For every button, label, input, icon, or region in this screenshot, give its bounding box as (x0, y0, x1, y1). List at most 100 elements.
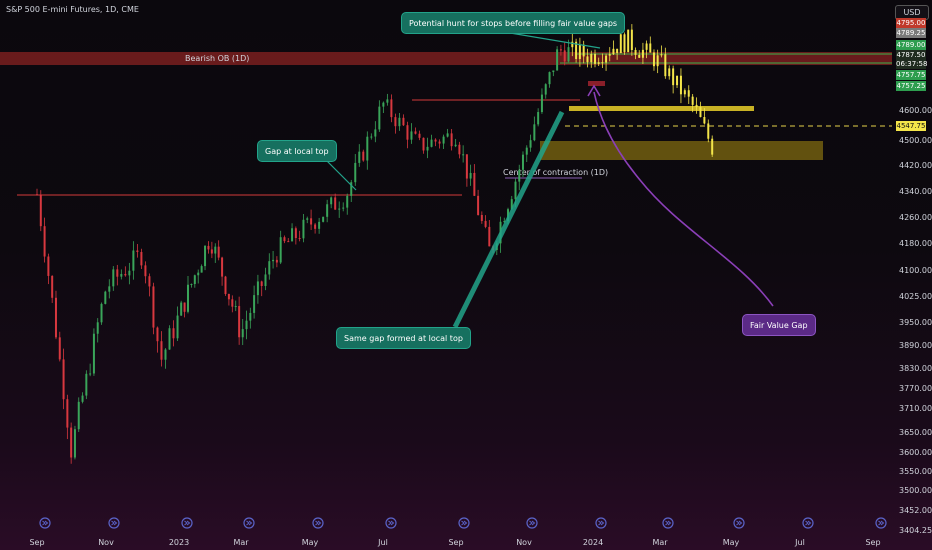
x-tick-label: Sep (29, 538, 44, 547)
x-tick-label: Mar (652, 538, 668, 547)
candle-body (279, 237, 282, 263)
candle-body (563, 50, 566, 62)
candle-body (645, 43, 648, 50)
candle-body (176, 315, 179, 339)
candle-body (386, 99, 389, 103)
event-marker-icon (181, 517, 193, 529)
candle-body (227, 293, 230, 300)
candle-body (366, 136, 369, 161)
candle-body (183, 302, 186, 312)
candle-body (330, 197, 333, 205)
candle-body (556, 49, 559, 71)
candle-body (43, 226, 46, 257)
candle-body (287, 241, 290, 243)
price-label-badge: 4789.00 (896, 40, 926, 50)
candle-body (148, 276, 151, 287)
candle-body (204, 245, 207, 267)
candle-body (66, 399, 69, 428)
event-marker-chevron (598, 520, 605, 526)
candle-body (707, 123, 710, 139)
candle-body (691, 96, 694, 105)
candle-body (318, 221, 321, 229)
x-tick-label: Sep (448, 538, 463, 547)
candle-body (552, 70, 555, 73)
arrow-gap-local-top (325, 159, 357, 191)
candle-body (473, 172, 476, 196)
fvg-zone-upper (569, 106, 754, 111)
candle-body (283, 237, 286, 242)
candle-body (92, 333, 95, 374)
event-marker-icon (243, 517, 255, 529)
candle-body (458, 144, 461, 155)
price-label-badge: 06:37:58 (896, 59, 928, 69)
candle-body (358, 151, 361, 163)
candle-body (96, 322, 99, 334)
event-marker-chevron (184, 520, 191, 526)
candle-body (275, 259, 278, 263)
candle-body (679, 75, 682, 95)
candle-body (484, 220, 487, 227)
event-marker-chevron (805, 520, 812, 526)
candle-body (687, 90, 690, 97)
arrow-same-gap (452, 110, 565, 329)
candle-body (47, 256, 50, 276)
candle-body (406, 125, 409, 140)
candle-body (477, 195, 480, 215)
candle-body (430, 139, 433, 147)
event-marker-icon (802, 517, 814, 529)
candle-body (601, 62, 604, 64)
candle-body (168, 328, 171, 350)
candle-body (294, 228, 297, 239)
candle-body (559, 49, 562, 51)
chart-title: S&P 500 E-mini Futures, 1D, CME (6, 5, 139, 14)
candle-body (525, 147, 528, 155)
candle-body (338, 208, 341, 210)
candle-body (571, 41, 574, 48)
event-marker-chevron (461, 520, 468, 526)
candle-body (306, 218, 309, 220)
candle-body (462, 154, 465, 156)
callout-same-gap[interactable]: Same gap formed at local top (336, 327, 471, 349)
event-marker-icon (39, 517, 51, 529)
candle-body (402, 117, 405, 126)
candle-body (156, 327, 159, 342)
candle-body (241, 329, 244, 338)
callout-gap-local-top[interactable]: Gap at local top (257, 140, 337, 162)
callout-fair-value-gap[interactable]: Fair Value Gap (742, 314, 816, 336)
candle-body (578, 44, 581, 59)
bearish-ob-zone (0, 52, 892, 65)
candle-body (62, 359, 65, 400)
candle-body (85, 373, 88, 396)
candle-body (58, 337, 61, 360)
event-marker-icon (662, 517, 674, 529)
candle-body (374, 129, 377, 137)
candle-body (612, 48, 615, 55)
candle-body (544, 84, 547, 95)
candle-body (480, 214, 483, 221)
candle-body (253, 295, 256, 313)
callout-stop-hunt[interactable]: Potential hunt for stops before filling … (401, 12, 626, 34)
candle-body (699, 107, 702, 118)
event-marker-icon (733, 517, 745, 529)
event-marker-chevron (878, 520, 885, 526)
candle-body (186, 284, 189, 312)
candle-body (132, 250, 135, 271)
candle-body (164, 349, 167, 360)
candle-body (116, 269, 119, 277)
candle-body (334, 197, 337, 210)
event-marker-chevron (529, 520, 536, 526)
candle-body (540, 94, 543, 113)
candle-body (660, 54, 663, 56)
y-tick-label: 3550.00 (899, 467, 932, 476)
candle-body (465, 154, 468, 179)
event-marker-chevron (111, 520, 118, 526)
price-label-badge: 4757.25 (896, 81, 926, 91)
candle-body (190, 284, 193, 286)
candle-body (54, 297, 57, 338)
candle-body (291, 228, 294, 242)
candle-body (533, 124, 536, 141)
candle-body (231, 299, 234, 307)
candle-body (51, 275, 54, 298)
